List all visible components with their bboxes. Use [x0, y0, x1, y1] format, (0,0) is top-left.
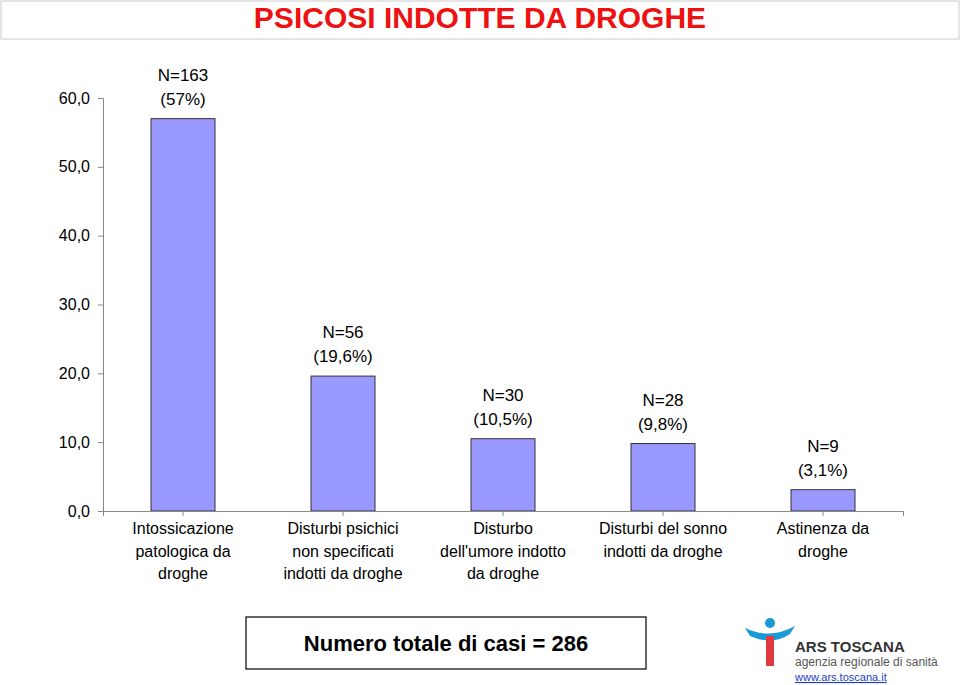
logo-icon [766, 636, 774, 666]
y-tick-label: 60,0 [59, 90, 90, 107]
data-labels: N=163(57%) N=56(19,6%) N=30(10,5%) N=28(9,8… [158, 66, 848, 480]
y-tick: 50,0 [59, 158, 103, 175]
y-tick: 10,0 [59, 434, 103, 451]
chart: PSICOSI INDOTTE DA DROGHE 0,0 10,0 20,0 30,0… [0, 0, 960, 685]
x-tick-label: Disturbi psichicinon specificatiindotti … [283, 520, 402, 582]
x-tick-mark [183, 511, 184, 516]
x-tick-mark [503, 511, 504, 516]
source-text: agenzia regionale di sanità [795, 655, 938, 669]
data-label: N=56(19,6%) [313, 323, 373, 366]
data-label: N=30(10,5%) [473, 386, 533, 429]
y-tick: 40,0 [59, 227, 103, 244]
source-text: ARS TOSCANA [795, 638, 905, 655]
data-label: N=9(3,1%) [798, 437, 848, 480]
bars [151, 119, 855, 511]
x-tick-label: Astinenza dadroghe [777, 520, 870, 559]
y-tick-mark [98, 442, 103, 443]
y-tick-label: 40,0 [59, 227, 90, 244]
x-tick-mark [663, 511, 664, 516]
y-tick-mark [98, 373, 103, 374]
x-tick-mark [343, 511, 344, 516]
x-tick-mark [823, 511, 824, 516]
y-tick-label: 50,0 [59, 158, 90, 175]
x-tick-label: Intossicazionepatologica dadroghe [132, 520, 233, 582]
x-tick: Astinenza dadroghe [777, 511, 870, 560]
x-tick: Disturbi del sonnoindotti da droghe [599, 511, 727, 560]
bar [631, 444, 695, 511]
logo: ARS TOSCANAagenzia regionale di sanità ww… [745, 618, 938, 683]
y-tick-label: 0,0 [68, 503, 90, 520]
y-axis-line [98, 99, 104, 512]
y-tick: 20,0 [59, 365, 103, 382]
logo-icon [765, 618, 775, 628]
y-tick-mark [98, 305, 103, 306]
x-axis: Intossicazionepatologica dadroghe Disturb… [104, 511, 904, 582]
y-tick: 0,0 [68, 503, 103, 520]
source-text: www.ars.toscana.it [794, 671, 887, 683]
x-tick: Disturbodell'umore indottoda droghe [440, 511, 566, 582]
x-tick-label: Disturbi del sonnoindotti da droghe [599, 520, 727, 559]
x-tick: Disturbi psichicinon specificatiindotti … [283, 511, 402, 582]
x-axis-line [104, 512, 904, 517]
bar [151, 119, 215, 511]
y-tick-mark [98, 511, 103, 512]
title-frame [1, 1, 959, 39]
x-tick-label: Disturbodell'umore indottoda droghe [440, 520, 566, 582]
y-tick-label: 30,0 [59, 296, 90, 313]
annotation-box [246, 617, 646, 669]
x-tick: Intossicazionepatologica dadroghe [132, 511, 233, 582]
bar [791, 490, 855, 511]
annotation: Numero totale di casi = 286 [304, 631, 588, 656]
y-tick-mark [98, 98, 103, 99]
bar [311, 376, 375, 511]
y-tick-label: 20,0 [59, 365, 90, 382]
y-tick-mark [98, 236, 103, 237]
y-tick-label: 10,0 [59, 434, 90, 451]
data-label: N=163(57%) [158, 66, 209, 109]
bar [471, 439, 535, 511]
y-tick: 30,0 [59, 296, 103, 313]
title: PSICOSI INDOTTE DA DROGHE [254, 1, 706, 34]
data-label: N=28(9,8%) [638, 391, 688, 434]
y-tick: 60,0 [59, 90, 103, 107]
y-axis: 0,0 10,0 20,0 30,0 40,0 50,0 60,0 [59, 90, 104, 520]
y-tick-mark [98, 167, 103, 168]
